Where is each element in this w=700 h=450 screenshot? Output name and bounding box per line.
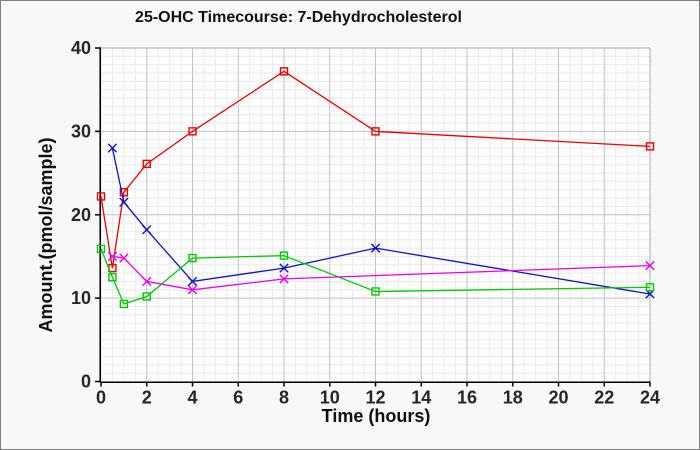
- x-tick-label: 6: [233, 388, 243, 408]
- magenta-crosses-marker: [142, 276, 152, 287]
- magenta-crosses-marker: [119, 253, 129, 263]
- x-tick-label: 0: [96, 388, 106, 408]
- red-squares-marker: [96, 192, 106, 201]
- magenta-crosses-marker: [279, 274, 289, 284]
- red-squares-marker: [188, 127, 197, 136]
- y-tick-label: 0: [81, 372, 91, 392]
- x-tick-label: 8: [279, 388, 289, 408]
- green-squares-marker: [96, 244, 106, 254]
- blue-crosses-marker: [187, 276, 198, 287]
- green-squares-marker: [279, 251, 289, 260]
- blue-crosses-marker: [370, 243, 381, 253]
- green-squares-marker: [119, 299, 129, 309]
- blue-crosses-marker: [107, 143, 118, 153]
- x-tick-label: 24: [640, 388, 660, 408]
- red-squares-marker: [119, 188, 129, 197]
- series-magenta-crosses-line: [112, 255, 651, 291]
- x-tick-label: 2: [142, 388, 152, 408]
- x-tick-label: 12: [365, 388, 385, 408]
- x-axis-title: Time (hours): [321, 406, 431, 426]
- series-green-squares-line: [100, 248, 651, 305]
- green-squares-marker: [645, 283, 655, 292]
- y-tick-label: 40: [71, 38, 91, 58]
- x-tick-label: 16: [457, 388, 477, 408]
- green-squares-marker: [371, 287, 380, 296]
- y-tick-label: 30: [71, 121, 91, 141]
- red-squares-marker: [279, 67, 289, 76]
- red-squares-marker: [142, 159, 151, 169]
- x-tick-label: 14: [411, 388, 431, 408]
- magenta-crosses-marker: [645, 260, 655, 271]
- green-squares-marker: [108, 273, 117, 282]
- y-tick-label: 10: [71, 288, 91, 308]
- red-squares-marker: [371, 127, 380, 136]
- x-tick-label: 18: [503, 388, 523, 408]
- x-tick-label: 4: [187, 388, 197, 408]
- blue-crosses-marker: [142, 225, 152, 235]
- chart-title: 25-OHC Timecourse: 7-Dehydrocholesterol: [135, 9, 462, 26]
- blue-crosses-marker: [279, 263, 289, 273]
- y-tick-label: 20: [71, 205, 91, 225]
- x-tick-label: 22: [594, 388, 614, 408]
- x-tick-label: 10: [320, 388, 340, 408]
- magenta-crosses-marker: [107, 251, 118, 262]
- x-tick-label: 20: [548, 388, 568, 408]
- green-squares-marker: [142, 292, 151, 301]
- red-squares-marker: [645, 142, 655, 151]
- blue-crosses-marker: [119, 197, 129, 207]
- green-squares-marker: [188, 253, 197, 263]
- magenta-crosses-marker: [187, 285, 198, 295]
